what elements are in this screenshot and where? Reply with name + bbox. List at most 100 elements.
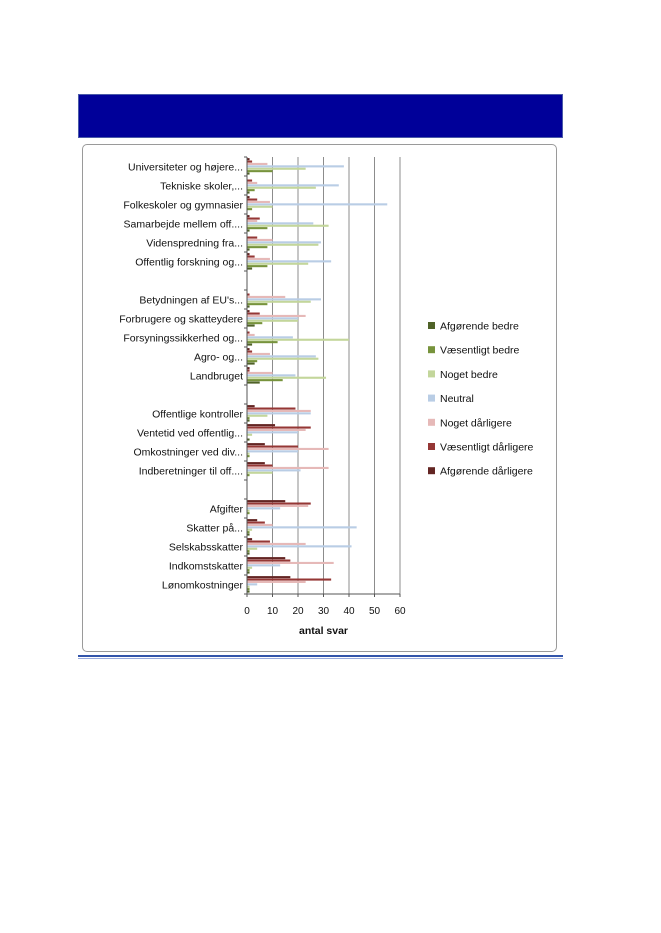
- x-tick-label: 30: [318, 606, 330, 617]
- bar: [247, 352, 270, 355]
- bar: [247, 542, 306, 545]
- bar: [247, 455, 250, 458]
- bar: [247, 533, 250, 536]
- x-tick-label: 10: [267, 606, 279, 617]
- bar: [247, 293, 250, 296]
- bar: [247, 324, 255, 327]
- bar: [247, 523, 273, 526]
- bar: [247, 314, 306, 317]
- bar: [247, 336, 293, 339]
- legend-swatch: [428, 346, 435, 354]
- bar: [247, 317, 298, 320]
- bar: [247, 462, 265, 465]
- bar: [247, 424, 276, 427]
- bar: [247, 566, 253, 569]
- bar: [247, 246, 268, 249]
- bar: [247, 367, 250, 370]
- bar: [247, 469, 301, 472]
- bar: [247, 348, 250, 351]
- bar: [247, 196, 250, 199]
- bar: [247, 528, 253, 531]
- bar: [247, 443, 265, 446]
- bar: [247, 186, 316, 189]
- bar: [247, 217, 260, 220]
- bar: [247, 170, 273, 173]
- category-label: Offentlige kontroller: [152, 409, 243, 421]
- category-label: Betydningen af EU's...: [139, 295, 243, 307]
- bar: [247, 165, 344, 168]
- bar: [247, 162, 268, 165]
- category-label: Indberetninger til off....: [139, 466, 243, 478]
- bar: [247, 222, 314, 225]
- bar: [247, 215, 250, 218]
- category-label: Selskabsskatter: [169, 542, 244, 554]
- bar: [247, 540, 270, 543]
- bar: [247, 229, 250, 232]
- bar: [247, 260, 332, 263]
- x-tick-label: 50: [369, 606, 381, 617]
- bar: [247, 243, 319, 246]
- bar: [247, 512, 250, 515]
- bar: [247, 583, 258, 586]
- bar: [247, 438, 250, 441]
- legend-label: Neutral: [440, 393, 474, 405]
- bar: [247, 550, 250, 553]
- chart-frame: [82, 144, 557, 652]
- bar: [247, 179, 253, 182]
- bar: [247, 561, 334, 564]
- bar: [247, 200, 270, 203]
- bar: [247, 431, 298, 434]
- bar: [247, 521, 265, 524]
- bar: [247, 519, 258, 522]
- bar: [247, 371, 273, 374]
- bar: [247, 381, 260, 384]
- bar: [247, 236, 258, 239]
- bar: [247, 502, 311, 505]
- legend-label: Noget bedre: [440, 369, 498, 381]
- bar: [247, 507, 281, 510]
- category-label: Offentlig forskning og...: [135, 257, 243, 269]
- category-label: Universiteter og højere...: [128, 162, 243, 174]
- bar: [247, 253, 250, 256]
- bar: [247, 181, 258, 184]
- bar: [247, 564, 281, 567]
- bar: [247, 224, 329, 227]
- bar: [247, 452, 250, 455]
- bar: [247, 208, 253, 211]
- bar: [247, 419, 250, 422]
- bar: [247, 350, 253, 353]
- bar: [247, 590, 250, 593]
- bar: [247, 526, 357, 529]
- bar: [247, 322, 263, 325]
- bars: [247, 158, 388, 593]
- tick-labels: 0 10 20 30 40 50 60: [244, 606, 406, 617]
- bar: [247, 238, 273, 241]
- bar: [247, 379, 283, 382]
- category-label: Forbrugere og skatteydere: [119, 314, 243, 326]
- bar: [247, 580, 306, 583]
- x-tick-label: 40: [343, 606, 355, 617]
- bottom-rule: [78, 655, 563, 657]
- bar: [247, 305, 250, 308]
- bar: [247, 219, 258, 222]
- legend-swatch: [428, 443, 435, 450]
- legend-swatch: [428, 467, 435, 475]
- bar: [247, 426, 311, 429]
- x-tick-label: 0: [244, 606, 250, 617]
- bar: [247, 450, 298, 453]
- category-label: Indkomstskatter: [169, 561, 244, 573]
- bar: [247, 445, 298, 448]
- legend-swatch: [428, 322, 435, 329]
- bar: [247, 295, 286, 298]
- bar: [247, 447, 329, 450]
- bar: [247, 341, 278, 344]
- legend-label: Afgørende bedre: [440, 321, 519, 333]
- bar: [247, 333, 255, 336]
- bar: [247, 267, 253, 270]
- category-label: Landbruget: [190, 371, 243, 383]
- bar: [247, 160, 253, 163]
- bar: [247, 471, 273, 474]
- bar: [247, 312, 260, 315]
- bar: [247, 504, 309, 507]
- bar: [247, 172, 250, 175]
